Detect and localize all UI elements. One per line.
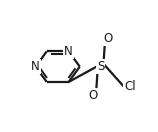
Text: N: N <box>31 60 40 73</box>
Text: Cl: Cl <box>124 81 136 93</box>
Text: S: S <box>97 60 104 73</box>
Text: O: O <box>103 32 112 45</box>
Text: O: O <box>89 89 98 102</box>
Text: N: N <box>64 45 73 58</box>
